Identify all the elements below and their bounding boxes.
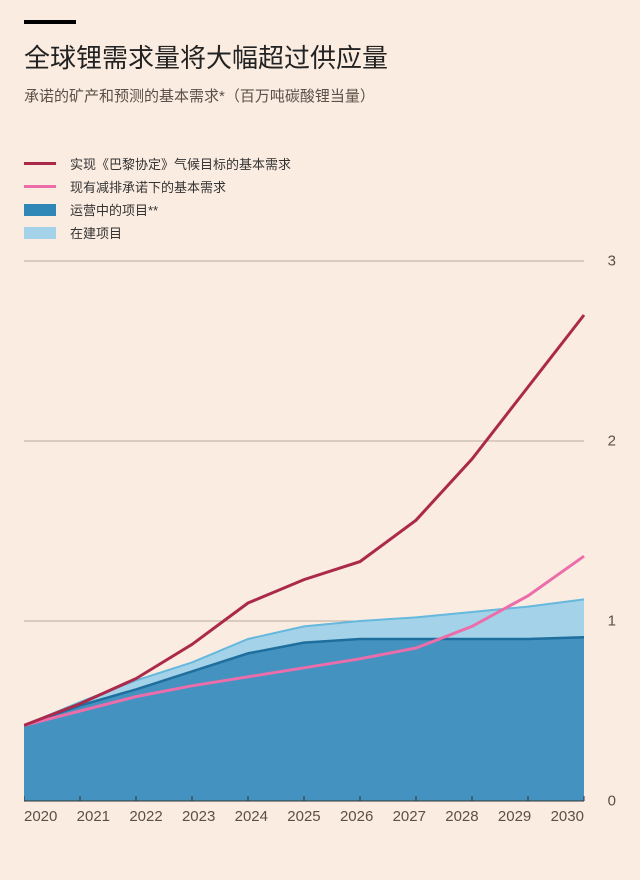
x-tick-label: 2020 (24, 808, 57, 825)
legend-label: 实现《巴黎协定》气候目标的基本需求 (70, 154, 291, 173)
y-tick-label: 0 (608, 793, 616, 810)
legend-label: 运营中的项目** (70, 200, 158, 219)
legend-item: 运营中的项目** (24, 200, 616, 219)
legend-swatch (24, 162, 56, 165)
chart-area: 2020 2021 2022 2023 2024 2025 2026 2027 2028 2029… (24, 260, 616, 840)
legend-swatch (24, 204, 56, 216)
chart-subtitle: 承诺的矿产和预测的基本需求*（百万吨碳酸锂当量） (24, 85, 616, 106)
x-tick-label: 2021 (77, 808, 110, 825)
title-rule (24, 20, 76, 24)
x-axis-labels: 2020 2021 2022 2023 2024 2025 2026 2027 2028 2029… (24, 802, 584, 825)
x-tick-label: 2024 (235, 808, 268, 825)
legend-label: 现有减排承诺下的基本需求 (70, 177, 226, 196)
x-tick-label: 2027 (393, 808, 426, 825)
y-tick-label: 3 (608, 253, 616, 270)
legend-item: 实现《巴黎协定》气候目标的基本需求 (24, 154, 616, 173)
chart-title: 全球锂需求量将大幅超过供应量 (24, 38, 616, 75)
y-tick-label: 2 (608, 433, 616, 450)
x-tick-label: 2030 (551, 808, 584, 825)
chart-svg (24, 260, 616, 802)
x-tick-label: 2028 (445, 808, 478, 825)
legend-label: 在建项目 (70, 223, 122, 242)
legend-item: 在建项目 (24, 223, 616, 242)
legend-swatch (24, 185, 56, 188)
legend-swatch (24, 227, 56, 239)
x-tick-label: 2023 (182, 808, 215, 825)
legend-item: 现有减排承诺下的基本需求 (24, 177, 616, 196)
y-tick-label: 1 (608, 613, 616, 630)
x-tick-label: 2025 (287, 808, 320, 825)
x-tick-label: 2029 (498, 808, 531, 825)
x-tick-label: 2026 (340, 808, 373, 825)
legend: 实现《巴黎协定》气候目标的基本需求 现有减排承诺下的基本需求 运营中的项目** … (24, 154, 616, 242)
x-tick-label: 2022 (129, 808, 162, 825)
